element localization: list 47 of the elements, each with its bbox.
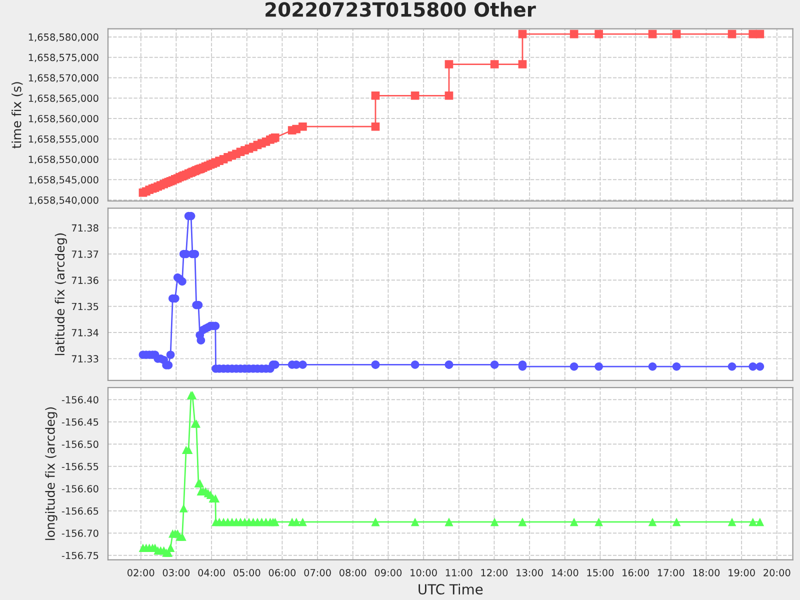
x-tick-label: 18:00 [693, 569, 720, 576]
y-tick-label: 71.34 [72, 328, 98, 336]
x-tick-label: 13:00 [516, 569, 543, 576]
x-tick-label: 12:00 [481, 569, 508, 576]
x-tick-label: 10:00 [410, 569, 437, 576]
y-tick-label: 1,658,560,000 [28, 114, 98, 124]
x-tick-label: 17:00 [658, 569, 684, 576]
y-tick-label: 1,658,550,000 [28, 156, 98, 164]
x-tick-label: 06:00 [268, 569, 296, 576]
y-tick-label: 1,658,555,000 [28, 135, 98, 144]
y-tick-label: -156.45 [62, 418, 98, 426]
y-tick-label: 71.37 [72, 250, 98, 258]
x-tick-label: 15:00 [587, 569, 614, 576]
y-tick-label: -156.50 [62, 440, 98, 448]
x-tick-label: 16:00 [622, 569, 649, 576]
y-tick-label: 71.35 [72, 302, 98, 310]
y-tick-label: 1,658,545,000 [28, 176, 98, 184]
x-tick-label: 19:00 [728, 569, 755, 576]
y-tick-label: -156.40 [62, 396, 98, 404]
y-tick-label: 71.38 [72, 224, 98, 232]
chart-title: 20220723T015800 Other [266, 2, 536, 17]
y-tick-label: 1,658,575,000 [28, 54, 98, 62]
y-tick-label: 1,658,565,000 [28, 94, 98, 103]
x-tick-label: 05:00 [234, 569, 260, 576]
y-axis-title: time fix (s) [12, 82, 23, 148]
x-tick-label: 08:00 [340, 569, 366, 576]
y-tick-label: 71.33 [72, 355, 98, 363]
x-axis-title: UTC Time [418, 584, 483, 595]
y-tick-label: -156.65 [62, 507, 98, 515]
x-tick-label: 04:00 [198, 569, 225, 576]
x-tick-label: 07:00 [304, 569, 331, 576]
y-tick-label: -156.75 [62, 552, 98, 560]
x-tick-label: 09:00 [374, 569, 402, 576]
y-tick-label: 71.36 [72, 276, 98, 284]
y-axis-title: longitude fix (arcdeg) [45, 407, 58, 540]
y-tick-label: 1,658,570,000 [28, 74, 98, 83]
y-tick-label: 1,658,580,000 [28, 33, 98, 42]
x-tick-label: 03:00 [162, 569, 190, 576]
x-tick-label: 14:00 [552, 569, 578, 576]
y-tick-label: -156.70 [62, 530, 98, 537]
x-tick-label: 02:00 [127, 569, 154, 576]
y-axis-title: latitude fix (arcdeg) [54, 233, 67, 356]
y-tick-label: -156.60 [62, 485, 98, 492]
y-tick-label: 1,658,540,000 [28, 196, 98, 205]
x-tick-label: 11:00 [446, 569, 472, 576]
y-tick-label: -156.55 [62, 462, 98, 470]
x-tick-label: 20:00 [764, 569, 790, 576]
